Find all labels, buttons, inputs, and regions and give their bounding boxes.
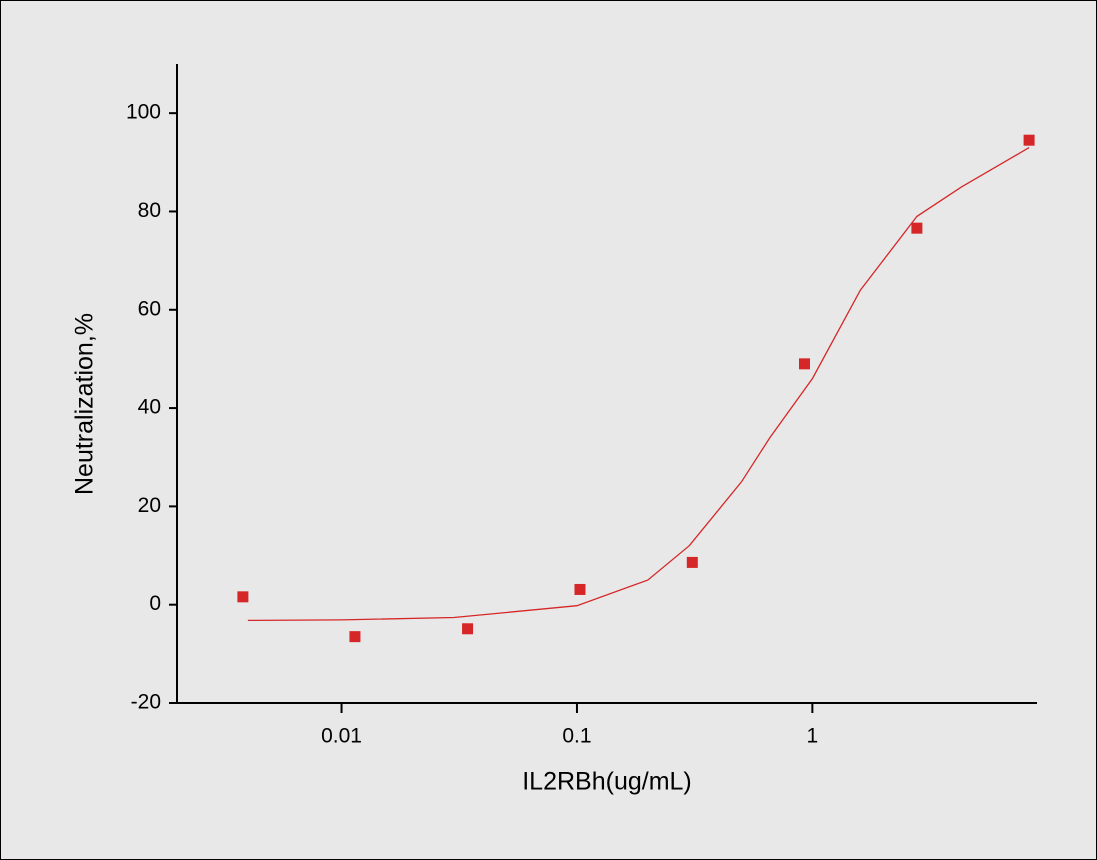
- point: [911, 222, 923, 234]
- x-tick-label: 1: [807, 725, 819, 748]
- y-tick-label: 60: [138, 297, 161, 320]
- y-tick-label: 40: [138, 396, 161, 419]
- fit-curve: [247, 147, 1030, 622]
- point: [799, 358, 811, 370]
- point: [237, 591, 249, 603]
- y-tick-label: 0: [149, 592, 161, 615]
- point: [686, 556, 698, 568]
- point: [349, 631, 361, 643]
- point: [1023, 134, 1035, 146]
- x-tick-label: 0.01: [321, 725, 362, 748]
- y-tick-label: 80: [138, 199, 161, 222]
- point: [462, 623, 474, 635]
- y-tick-label: 100: [126, 101, 161, 124]
- y-tick-label: -20: [131, 691, 161, 714]
- y-tick-label: 20: [138, 494, 161, 517]
- point: [574, 583, 586, 595]
- x-tick-label: 0.1: [562, 725, 591, 748]
- y-axis-label: Neutralization,%: [71, 313, 99, 495]
- x-axis-label: IL2RBh(ug/mL): [522, 768, 692, 796]
